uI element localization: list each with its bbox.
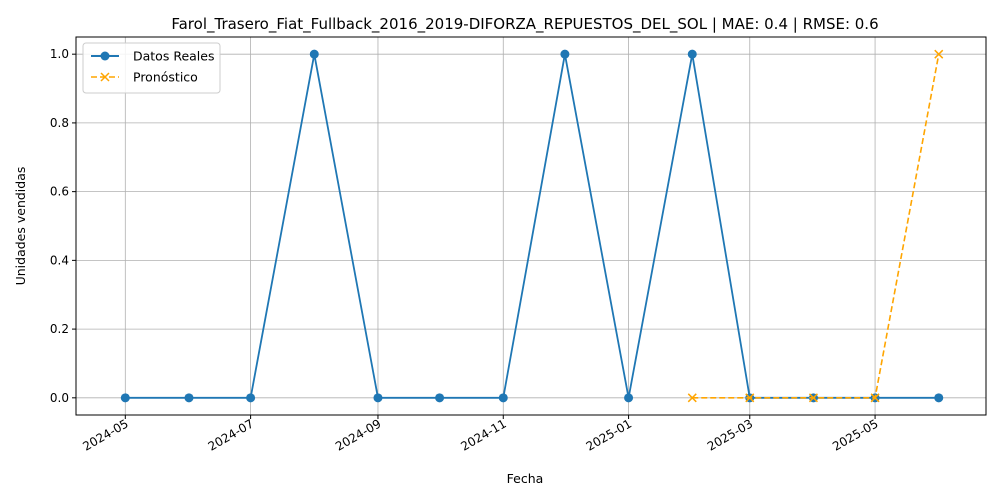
y-tick-label: 1.0 — [50, 47, 69, 61]
legend: Datos Reales Pronóstico — [82, 42, 221, 94]
data-point-datos-reales — [687, 49, 697, 59]
data-point-pronostico — [870, 393, 880, 403]
legend-marker-pronostico — [100, 72, 110, 82]
y-tick-label: 0.4 — [50, 253, 69, 267]
y-axis-ticks: 0.0 0.2 0.4 0.6 0.8 1.0 — [50, 47, 76, 405]
y-tick-label: 0.2 — [50, 322, 69, 336]
data-point-datos-reales — [435, 393, 445, 403]
data-point-datos-reales — [184, 393, 194, 403]
y-tick-label: 0.0 — [50, 391, 69, 405]
legend-marker-datos-reales — [100, 51, 110, 61]
data-point-pronostico — [687, 393, 697, 403]
data-point-datos-reales — [624, 393, 634, 403]
chart-title: Farol_Trasero_Fiat_Fullback_2016_2019-DI… — [171, 15, 878, 34]
series-layer — [120, 49, 944, 403]
y-tick-label: 0.6 — [50, 185, 69, 199]
data-point-pronostico — [934, 49, 944, 59]
data-point-datos-reales — [309, 49, 319, 59]
legend-label-datos-reales: Datos Reales — [133, 49, 214, 64]
data-point-datos-reales — [498, 393, 508, 403]
y-tick-label: 0.8 — [50, 116, 69, 130]
data-point-datos-reales — [373, 393, 383, 403]
data-point-pronostico — [808, 393, 818, 403]
grid-lines — [76, 37, 986, 415]
data-point-datos-reales — [560, 49, 570, 59]
data-point-pronostico — [745, 393, 755, 403]
data-point-datos-reales — [934, 393, 944, 403]
legend-label-pronostico: Pronóstico — [133, 70, 198, 85]
x-axis-label: Fecha — [507, 471, 544, 486]
plot-frame — [75, 36, 987, 416]
y-axis-label: Unidades vendidas — [13, 167, 28, 286]
data-point-datos-reales — [120, 393, 130, 403]
data-point-datos-reales — [246, 393, 256, 403]
